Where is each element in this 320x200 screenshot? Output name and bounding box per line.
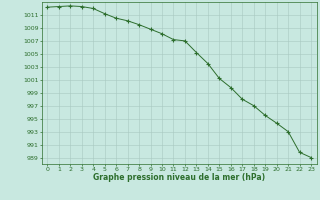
X-axis label: Graphe pression niveau de la mer (hPa): Graphe pression niveau de la mer (hPa) xyxy=(93,173,265,182)
